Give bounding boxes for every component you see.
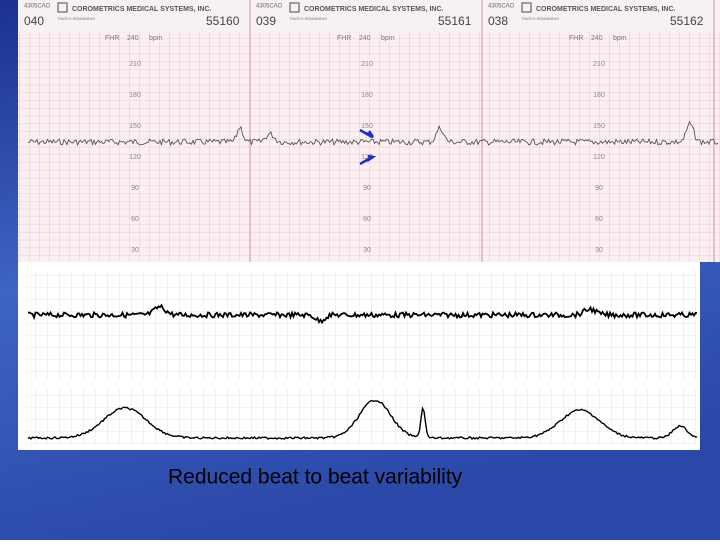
arrow xyxy=(359,154,377,166)
trace xyxy=(27,399,698,441)
scale-max: 240 xyxy=(591,35,603,42)
scale-name: FHR xyxy=(337,35,351,42)
pages-remaining: PAGES REMAINING xyxy=(290,16,327,21)
header-band xyxy=(18,0,720,32)
scale-label: 120 xyxy=(593,154,605,161)
scale-label: 210 xyxy=(361,61,373,68)
scale-label: 150 xyxy=(593,123,605,130)
logo xyxy=(289,2,300,13)
scale-name: FHR xyxy=(569,35,583,42)
scale-label: 210 xyxy=(593,61,605,68)
serial: 55161 xyxy=(438,14,472,28)
page-number: 040 xyxy=(24,14,44,28)
scale-label: 120 xyxy=(361,154,373,161)
scale-name: FHR xyxy=(105,35,119,42)
pages-remaining: PAGES REMAINING xyxy=(58,16,95,21)
grid xyxy=(26,388,696,444)
scale-label: 150 xyxy=(361,123,373,130)
scale-label: 90 xyxy=(363,185,371,192)
bottom-strip xyxy=(18,262,700,450)
company: COROMETRICS MEDICAL SYSTEMS, INC. xyxy=(304,6,444,13)
scale-label: 60 xyxy=(595,216,603,223)
scale-max: 240 xyxy=(127,35,139,42)
scale-label: 90 xyxy=(595,185,603,192)
logo xyxy=(521,2,532,13)
caption: Reduced beat to beat variability xyxy=(168,466,463,489)
trace xyxy=(27,303,698,325)
company: COROMETRICS MEDICAL SYSTEMS, INC. xyxy=(536,6,676,13)
scale-label: 210 xyxy=(129,61,141,68)
grid xyxy=(26,270,696,380)
grid xyxy=(18,32,720,262)
code: 4305CAO xyxy=(256,4,283,10)
scale-max: 240 xyxy=(359,35,371,42)
pages-remaining: PAGES REMAINING xyxy=(522,16,559,21)
strip-content: 040 4305CAO COROMETRICS MEDICAL SYSTEMS, I… xyxy=(24,0,719,441)
logo xyxy=(57,2,68,13)
scale-label: 60 xyxy=(363,216,371,223)
page-number: 039 xyxy=(256,14,276,28)
scale-label: 150 xyxy=(129,123,141,130)
scale-unit: bpm xyxy=(381,35,395,42)
code: 4305CAO xyxy=(488,4,515,10)
scale-label: 30 xyxy=(595,247,603,254)
trace xyxy=(27,120,719,147)
scale-label: 90 xyxy=(131,185,139,192)
serial: 55160 xyxy=(206,14,240,28)
scale-label: 180 xyxy=(129,92,141,99)
scale-unit: bpm xyxy=(149,35,163,42)
code: 4305CAO xyxy=(24,4,51,10)
scale-label: 30 xyxy=(363,247,371,254)
arrow xyxy=(359,128,375,139)
scale-label: 180 xyxy=(593,92,605,99)
scale-label: 120 xyxy=(129,154,141,161)
serial: 55162 xyxy=(670,14,704,28)
scale-label: 30 xyxy=(131,247,139,254)
page-number: 038 xyxy=(488,14,508,28)
scale-label: 180 xyxy=(361,92,373,99)
scale-unit: bpm xyxy=(613,35,627,42)
scale-label: 60 xyxy=(131,216,139,223)
company: COROMETRICS MEDICAL SYSTEMS, INC. xyxy=(72,6,212,13)
